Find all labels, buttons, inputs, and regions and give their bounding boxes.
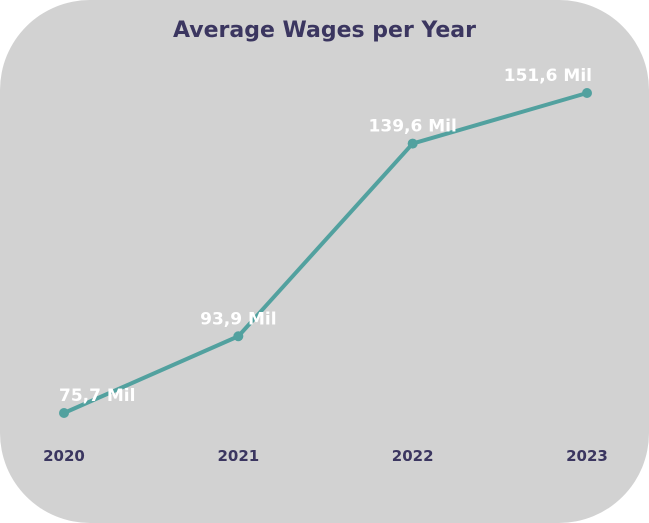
x-axis-ticks: 2020 2021 2022 2023	[43, 447, 608, 465]
x-tick-label: 2020	[43, 447, 85, 465]
data-labels: 75,7 Mil 93,9 Mil 139,6 Mil 151,6 Mil	[59, 66, 592, 406]
chart-title: Average Wages per Year	[173, 18, 476, 43]
data-label: 139,6 Mil	[369, 117, 457, 137]
x-tick-label: 2021	[217, 447, 259, 465]
series-line-group	[59, 88, 592, 418]
data-label: 75,7 Mil	[59, 386, 135, 406]
data-point[interactable]	[582, 88, 592, 98]
data-point[interactable]	[233, 331, 244, 342]
data-point[interactable]	[59, 408, 69, 418]
data-label: 151,6 Mil	[504, 66, 592, 86]
data-label: 93,9 Mil	[200, 309, 276, 329]
x-tick-label: 2023	[566, 447, 608, 465]
x-tick-label: 2022	[392, 447, 434, 465]
data-point[interactable]	[407, 138, 418, 149]
series-line	[63, 91, 588, 415]
